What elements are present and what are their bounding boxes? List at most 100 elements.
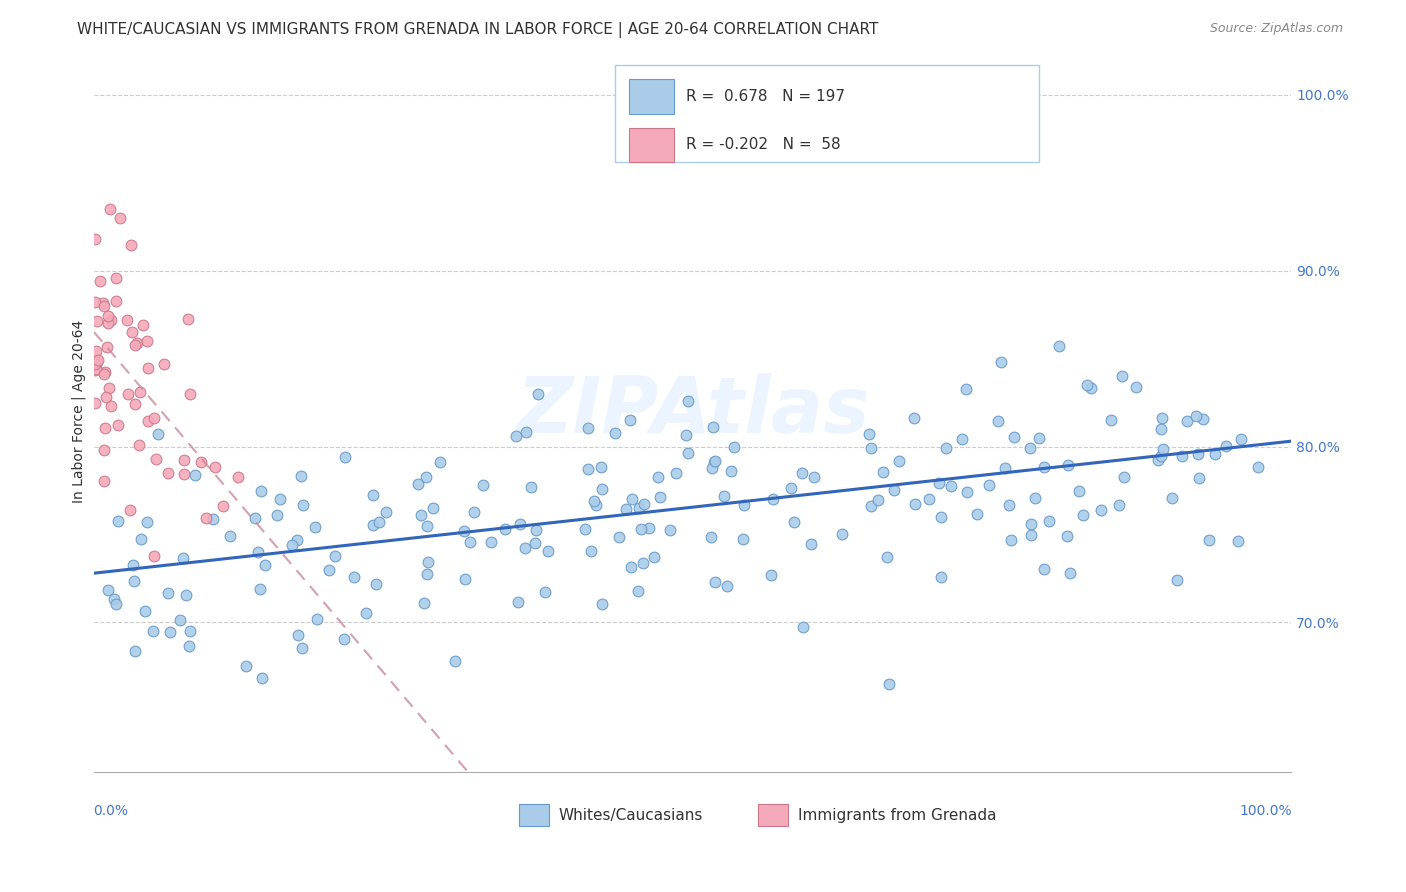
Point (287, 628, 309, 642)
Point (703, 574, 725, 589)
Point (702, 419, 724, 434)
Point (96, 340, 118, 354)
Point (212, 500, 235, 514)
Point (453, 524, 475, 539)
FancyBboxPatch shape (614, 65, 1039, 162)
Point (831, 527, 853, 541)
Point (202, 512, 225, 526)
Point (956, 484, 979, 499)
Point (98, 380, 121, 394)
Point (84, 363, 107, 377)
Point (416, 555, 439, 569)
Point (363, 517, 385, 532)
Point (1112, 470, 1135, 484)
Point (1090, 502, 1112, 516)
Point (524, 523, 547, 537)
Point (142, 549, 165, 564)
Point (142, 624, 165, 638)
Point (176, 312, 198, 326)
Point (716, 579, 738, 593)
Point (105, 293, 128, 308)
Y-axis label: In Labor Force | Age 20-64: In Labor Force | Age 20-64 (72, 319, 86, 503)
Bar (519, 805, 548, 826)
Point (124, 338, 146, 352)
Point (1175, 415, 1198, 429)
Point (643, 550, 665, 565)
Point (627, 501, 650, 516)
Text: 100.0%: 100.0% (1239, 805, 1292, 819)
Point (633, 556, 655, 570)
Point (1019, 441, 1042, 455)
Point (84, 231, 107, 245)
Point (285, 533, 308, 548)
Point (509, 517, 531, 532)
Point (136, 360, 159, 375)
Point (1147, 452, 1170, 467)
Point (675, 428, 697, 442)
Point (713, 489, 735, 503)
Point (156, 586, 179, 600)
Point (506, 595, 529, 609)
Point (157, 466, 180, 480)
Point (665, 466, 688, 480)
Point (422, 500, 444, 515)
Point (415, 470, 437, 484)
Point (614, 502, 637, 516)
Point (1187, 447, 1209, 461)
Point (363, 488, 385, 502)
Point (460, 535, 482, 549)
Point (354, 607, 377, 621)
Point (1215, 439, 1237, 453)
Point (527, 387, 550, 401)
Point (108, 211, 131, 225)
Point (124, 644, 146, 658)
Text: ZIPAtlas: ZIPAtlas (516, 374, 869, 450)
Point (87, 353, 110, 368)
Text: Immigrants from Grenada: Immigrants from Grenada (797, 808, 997, 822)
Point (1170, 450, 1192, 464)
Bar (758, 805, 789, 826)
Point (887, 454, 910, 468)
Point (633, 497, 655, 511)
Point (1032, 562, 1054, 576)
Point (494, 522, 516, 536)
Point (576, 462, 599, 476)
Point (343, 570, 366, 584)
Point (759, 568, 782, 582)
Point (471, 478, 494, 492)
Point (291, 641, 314, 656)
Point (368, 515, 391, 529)
Point (576, 421, 599, 435)
Point (107, 418, 129, 433)
Point (176, 588, 198, 602)
Point (783, 516, 806, 530)
Point (1188, 471, 1211, 485)
Point (1192, 412, 1215, 426)
Point (266, 508, 288, 522)
Point (143, 410, 166, 425)
Point (1150, 449, 1173, 463)
Point (1161, 491, 1184, 505)
Point (762, 491, 785, 506)
Point (145, 452, 167, 467)
Point (290, 468, 312, 483)
Point (305, 612, 328, 626)
Text: 0.0%: 0.0% (93, 805, 128, 819)
Point (1198, 533, 1220, 548)
Point (84, 294, 107, 309)
Point (169, 614, 191, 628)
Point (84, 357, 107, 371)
Point (803, 470, 825, 484)
Point (703, 455, 725, 469)
Point (591, 597, 613, 611)
Point (918, 492, 941, 507)
Point (463, 505, 485, 519)
Point (93, 299, 115, 313)
Point (1019, 516, 1042, 531)
Point (131, 533, 153, 547)
Point (479, 535, 502, 549)
Point (585, 499, 607, 513)
Point (700, 530, 723, 544)
Point (252, 671, 274, 685)
Point (159, 625, 181, 640)
